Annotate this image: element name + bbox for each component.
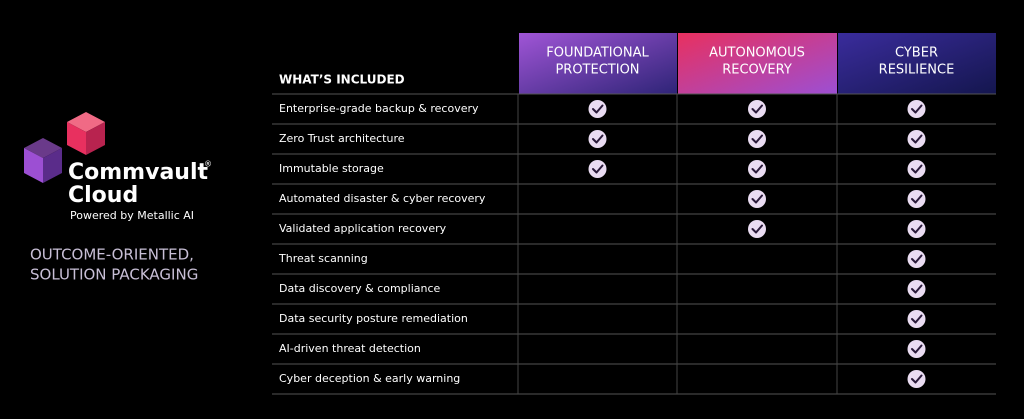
check-icon xyxy=(907,220,926,238)
check-icon xyxy=(907,100,926,118)
check-circle xyxy=(907,190,926,208)
feature-label: Automated disaster & cyber recovery xyxy=(279,192,486,205)
column-header xyxy=(519,33,677,94)
check-icon xyxy=(588,160,607,178)
check-icon xyxy=(748,220,766,238)
check-circle xyxy=(588,100,607,118)
check-icon xyxy=(588,100,607,118)
check-tick xyxy=(751,164,763,174)
check-circle xyxy=(907,310,926,328)
check-circle xyxy=(748,130,766,148)
column-title: RESILIENCE xyxy=(879,63,955,78)
feature-label: AI-driven threat detection xyxy=(279,342,421,355)
column-title: CYBER xyxy=(895,46,938,61)
logo-product: Cloud xyxy=(68,183,138,208)
feature-label: Zero Trust architecture xyxy=(279,132,405,145)
check-tick xyxy=(911,284,923,294)
check-tick xyxy=(911,224,923,234)
check-tick xyxy=(911,314,923,324)
column-header xyxy=(838,33,996,94)
check-circle xyxy=(907,160,926,178)
check-circle xyxy=(907,370,926,388)
check-tick xyxy=(911,374,923,384)
check-icon xyxy=(748,160,766,178)
feature-label: Validated application recovery xyxy=(279,222,447,235)
check-icon xyxy=(907,280,926,298)
feature-label: Immutable storage xyxy=(279,162,384,175)
check-circle xyxy=(588,130,607,148)
logo-trademark: ® xyxy=(204,160,212,169)
check-tick xyxy=(911,104,923,114)
column-title: FOUNDATIONAL xyxy=(546,46,649,61)
check-circle xyxy=(907,100,926,118)
check-icon xyxy=(907,160,926,178)
column-title: AUTONOMOUS xyxy=(709,46,805,61)
check-tick xyxy=(911,194,923,204)
check-circle xyxy=(748,220,766,238)
check-circle xyxy=(907,340,926,358)
check-icon xyxy=(907,250,926,268)
check-circle xyxy=(588,160,607,178)
check-icon xyxy=(907,130,926,148)
check-icon xyxy=(907,340,926,358)
check-tick xyxy=(751,194,763,204)
feature-label: Enterprise-grade backup & recovery xyxy=(279,102,479,115)
check-tick xyxy=(592,164,604,174)
check-circle xyxy=(907,220,926,238)
check-icon xyxy=(588,130,607,148)
logo-tagline: Powered by Metallic AI xyxy=(70,209,194,222)
check-tick xyxy=(592,104,604,114)
check-circle xyxy=(748,160,766,178)
logo-brand: Commvault xyxy=(68,160,208,185)
table: FOUNDATIONAL PROTECTION AUTONOMOUS RECOVERY… xyxy=(272,33,996,395)
check-tick xyxy=(911,134,923,144)
feature-label: Threat scanning xyxy=(278,252,368,265)
column-title: PROTECTION xyxy=(555,63,639,78)
check-tick xyxy=(911,164,923,174)
check-icon xyxy=(748,130,766,148)
check-icon xyxy=(748,190,766,208)
check-tick xyxy=(592,134,604,144)
check-circle xyxy=(748,100,766,118)
table-header: WHAT’S INCLUDED xyxy=(279,73,405,87)
check-icon xyxy=(907,310,926,328)
check-tick xyxy=(911,344,923,354)
check-tick xyxy=(751,134,763,144)
feature-label: Data discovery & compliance xyxy=(279,282,441,295)
column-header xyxy=(678,33,837,94)
check-circle xyxy=(748,190,766,208)
check-circle xyxy=(907,250,926,268)
headline: SOLUTION PACKAGING xyxy=(30,266,198,284)
check-icon xyxy=(907,370,926,388)
check-icon xyxy=(907,190,926,208)
check-circle xyxy=(907,130,926,148)
column-title: RECOVERY xyxy=(722,63,792,78)
check-circle xyxy=(907,280,926,298)
check-icon xyxy=(748,100,766,118)
feature-label: Cyber deception & early warning xyxy=(279,372,460,385)
check-tick xyxy=(751,224,763,234)
headline: OUTCOME-ORIENTED, xyxy=(30,246,194,264)
check-tick xyxy=(751,104,763,114)
logo-icon xyxy=(24,112,105,183)
check-tick xyxy=(911,254,923,264)
feature-label: Data security posture remediation xyxy=(279,312,468,325)
